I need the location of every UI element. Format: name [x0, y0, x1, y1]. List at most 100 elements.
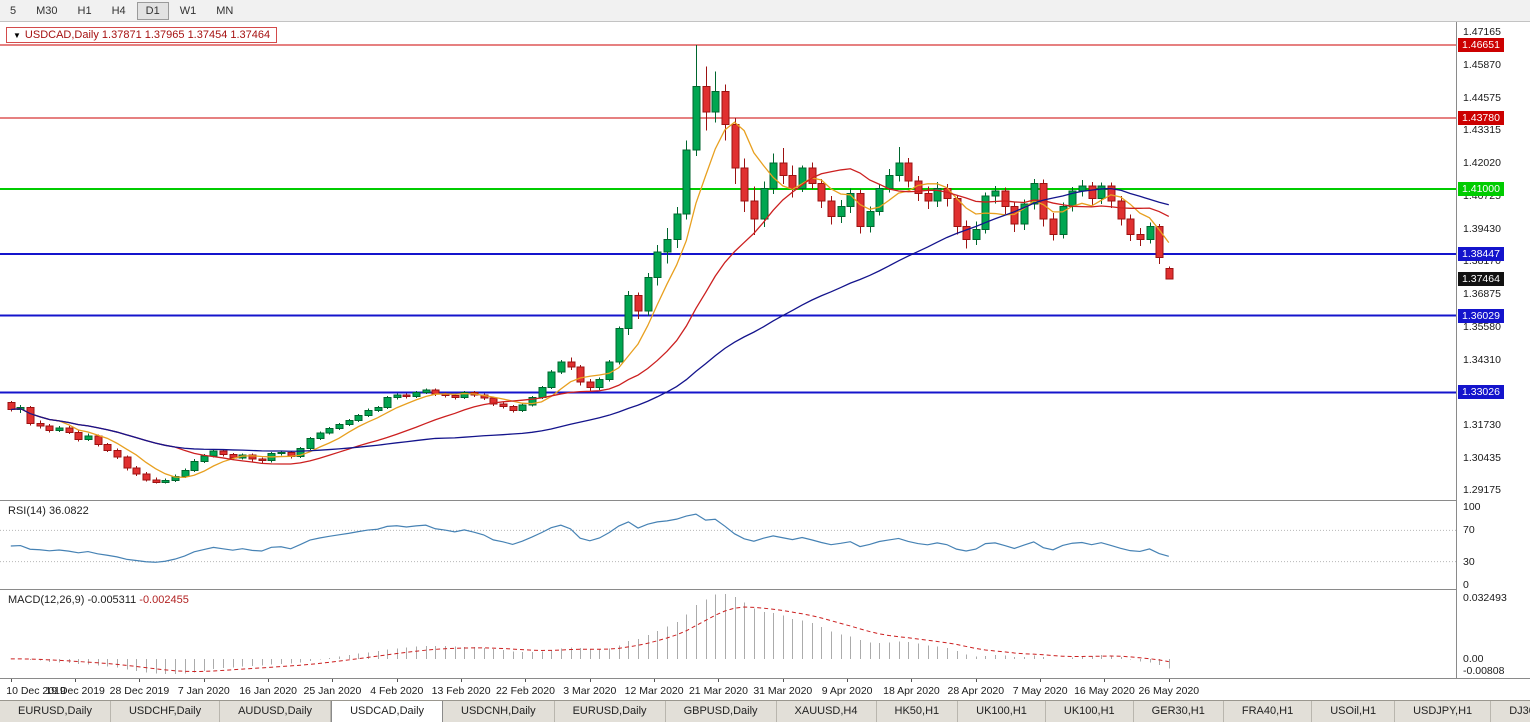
rsi-label-text: RSI(14) [8, 505, 46, 517]
date-tick-mark [590, 679, 591, 682]
date-tick-mark [976, 679, 977, 682]
date-tick-mark [783, 679, 784, 682]
date-tick-mark [911, 679, 912, 682]
price-tick-label: 1.42020 [1463, 156, 1501, 169]
date-label: 31 Mar 2020 [753, 685, 813, 697]
tab-ger30-h1[interactable]: GER30,H1 [1134, 701, 1224, 722]
price-tick-label: 1.35580 [1463, 321, 1501, 334]
price-tick-label: 1.31730 [1463, 419, 1501, 432]
date-axis[interactable]: 10 Dec 2019 19 Dec 2019 28 Dec 2019 7 Jan 2… [0, 678, 1530, 700]
timeframe-d1[interactable]: D1 [136, 1, 169, 20]
tab-uk100-h1[interactable]: UK100,H1 [1046, 701, 1134, 722]
macd-value-signal: -0.002455 [139, 594, 189, 606]
timeframe-m30[interactable]: M30 [27, 2, 66, 20]
tab-xauusd-h4[interactable]: XAUUSD,H4 [777, 701, 877, 722]
ohlc-info-box[interactable]: ▼ USDCAD,Daily 1.37871 1.37965 1.37454 1.… [6, 27, 278, 43]
tab-uk100-h1[interactable]: UK100,H1 [958, 701, 1046, 722]
date-label: 4 Feb 2020 [370, 685, 424, 697]
date-label: 12 Mar 2020 [624, 685, 684, 697]
date-label: 28 Apr 2020 [947, 685, 1005, 697]
tab-usdchf-daily[interactable]: USDCHF,Daily [111, 701, 221, 722]
price-tick-label: 1.45870 [1463, 58, 1501, 71]
tab-eurusd-daily[interactable]: EURUSD,Daily [0, 701, 111, 722]
price-tick-label: 70 [1463, 524, 1475, 537]
price-line-label: 1.46651 [1458, 37, 1504, 52]
price-tick-label: 1.29175 [1463, 484, 1501, 497]
date-tick-mark [332, 679, 333, 682]
tab-gbpusd-daily[interactable]: GBPUSD,Daily [666, 701, 777, 722]
main-price-chart[interactable] [0, 22, 1456, 500]
date-label: 18 Apr 2020 [883, 685, 940, 697]
timeframe-toolbar: 5 M30 H1 H4 D1 W1 MN [0, 0, 1530, 22]
price-tick-label: 1.34310 [1463, 353, 1501, 366]
rsi-value: 36.0822 [48, 505, 89, 517]
date-tick-mark [1169, 679, 1170, 682]
tab-audusd-daily[interactable]: AUDUSD,Daily [220, 701, 332, 722]
date-label: 25 Jan 2020 [303, 685, 362, 697]
chart-tabs-bar: EURUSD,Daily USDCHF,Daily AUDUSD,Daily USDC… [0, 700, 1530, 722]
price-tick-label: 1.39430 [1463, 223, 1501, 235]
rsi-indicator-label: RSI(14) 36.0822 [8, 505, 89, 517]
current-price-label: 1.37464 [1458, 272, 1504, 287]
panel-separator[interactable] [0, 500, 1456, 501]
date-tick-mark [654, 679, 655, 682]
price-tick-label: -0.00808 [1463, 665, 1505, 677]
date-tick-mark [204, 679, 205, 682]
timeframe-mn[interactable]: MN [207, 2, 242, 20]
price-tick-label: 1.36875 [1463, 288, 1501, 301]
date-tick-mark [397, 679, 398, 682]
date-tick-mark [525, 679, 526, 682]
timeframe-w1[interactable]: W1 [171, 2, 206, 20]
price-tick-label: 1.43315 [1463, 123, 1501, 136]
date-tick-mark [718, 679, 719, 682]
timeframe-h4[interactable]: H4 [103, 2, 135, 20]
tab-hk50-h1[interactable]: HK50,H1 [877, 701, 959, 722]
price-line-label: 1.33026 [1458, 385, 1504, 400]
date-label: 26 May 2020 [1138, 685, 1200, 697]
tab-dj30-h1[interactable]: DJ30,H1 [1491, 701, 1530, 722]
date-label: 16 Jan 2020 [239, 685, 298, 697]
macd-panel[interactable] [0, 590, 1456, 678]
tab-usdjpy-h1[interactable]: USDJPY,H1 [1395, 701, 1492, 722]
price-line-label: 1.41000 [1458, 181, 1504, 196]
price-line-label: 1.36029 [1458, 308, 1504, 323]
price-tick-label: 0 [1463, 579, 1469, 591]
date-label: 16 May 2020 [1074, 685, 1135, 697]
price-tick-label: 1.47165 [1463, 25, 1501, 38]
price-line-label: 1.38447 [1458, 247, 1504, 262]
tab-usdcnh-daily[interactable]: USDCNH,Daily [443, 701, 555, 722]
date-label: 22 Feb 2020 [495, 685, 555, 697]
timeframe-h1[interactable]: H1 [69, 2, 101, 20]
price-tick-label: 100 [1463, 501, 1481, 513]
date-label: 7 May 2020 [1012, 685, 1068, 697]
macd-indicator-label: MACD(12,26,9) -0.005311 -0.002455 [8, 594, 189, 606]
timeframe-5[interactable]: 5 [1, 2, 25, 20]
date-tick-mark [268, 679, 269, 682]
date-label: 7 Jan 2020 [177, 685, 230, 697]
date-label: 19 Dec 2019 [45, 685, 105, 697]
tab-eurusd-daily[interactable]: EURUSD,Daily [555, 701, 666, 722]
tab-usdcad-daily[interactable]: USDCAD,Daily [331, 701, 444, 722]
date-label: 13 Feb 2020 [431, 685, 491, 697]
date-tick-mark [11, 679, 12, 682]
ohlc-info-text: USDCAD,Daily 1.37871 1.37965 1.37454 1.3… [24, 29, 271, 41]
collapse-arrow-icon: ▼ [13, 31, 21, 40]
date-tick-mark [139, 679, 140, 682]
price-axis[interactable]: 1.47165 1.45870 1.44575 1.43315 1.42020 1.407… [1456, 22, 1530, 678]
date-tick-mark [847, 679, 848, 682]
date-label: 10 Dec 2019 [6, 685, 66, 697]
date-tick-mark [75, 679, 76, 682]
price-tick-label: 0.032493 [1463, 592, 1507, 604]
date-label: 28 Dec 2019 [109, 685, 170, 697]
date-label: 21 Mar 2020 [688, 685, 748, 697]
date-tick-mark [1104, 679, 1105, 682]
price-tick-label: 30 [1463, 555, 1475, 568]
rsi-panel[interactable] [0, 501, 1456, 589]
price-line-label: 1.43780 [1458, 111, 1504, 126]
tab-fra40-h1[interactable]: FRA40,H1 [1224, 701, 1313, 722]
tab-usoil-h1[interactable]: USOil,H1 [1312, 701, 1396, 722]
panel-separator[interactable] [0, 589, 1456, 590]
price-tick-label: 1.30435 [1463, 452, 1501, 465]
date-tick-mark [1040, 679, 1041, 682]
